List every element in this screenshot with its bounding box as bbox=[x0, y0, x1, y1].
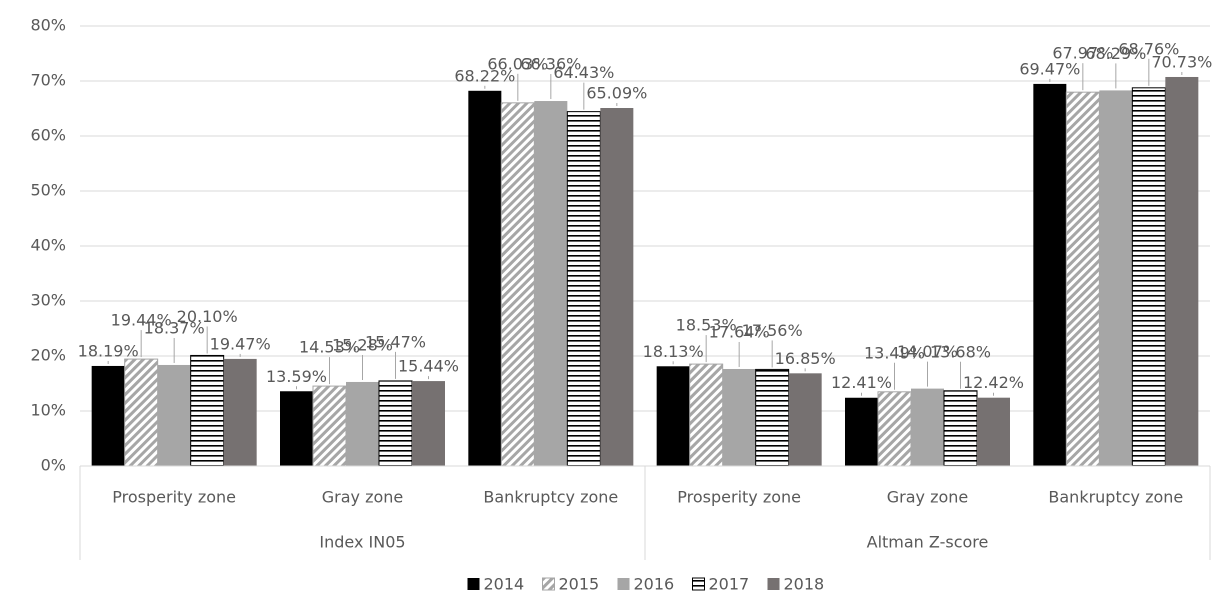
data-label: 64.43% bbox=[553, 63, 614, 82]
y-tick-label: 80% bbox=[30, 16, 66, 35]
group-label: Altman Z-score bbox=[867, 533, 989, 552]
bar bbox=[157, 364, 191, 466]
data-label: 65.09% bbox=[586, 84, 647, 103]
data-label: 20.10% bbox=[177, 307, 238, 326]
y-tick-label: 60% bbox=[30, 126, 66, 145]
bar bbox=[1099, 90, 1133, 466]
data-label: 70.73% bbox=[1151, 52, 1212, 71]
data-label: 18.37% bbox=[144, 318, 205, 337]
bar bbox=[600, 108, 634, 466]
data-label: 17.56% bbox=[742, 321, 803, 340]
data-label: 19.47% bbox=[210, 334, 271, 353]
data-label: 16.85% bbox=[775, 349, 836, 368]
bar bbox=[788, 373, 822, 466]
x-tick-label: Gray zone bbox=[322, 488, 404, 507]
data-label: 18.53% bbox=[676, 316, 737, 335]
bar bbox=[378, 380, 413, 467]
bar bbox=[534, 101, 568, 467]
data-label: 15.47% bbox=[365, 332, 426, 351]
bar bbox=[1165, 76, 1199, 467]
legend-swatch bbox=[692, 577, 705, 591]
x-tick-label: Prosperity zone bbox=[112, 488, 236, 507]
legend-label: 2018 bbox=[784, 575, 825, 594]
bar bbox=[877, 391, 912, 467]
bar bbox=[280, 391, 313, 466]
bar bbox=[412, 381, 445, 466]
legend-swatch bbox=[767, 578, 780, 590]
data-label: 14.53% bbox=[299, 338, 360, 357]
y-tick-label: 20% bbox=[30, 346, 66, 365]
data-label: 18.19% bbox=[78, 341, 139, 360]
y-tick-label: 30% bbox=[30, 291, 66, 310]
data-label: 17.64% bbox=[709, 322, 770, 341]
x-tick-label: Bankruptcy zone bbox=[1048, 488, 1183, 507]
data-label: 15.28% bbox=[332, 335, 393, 354]
data-label: 14.07% bbox=[897, 342, 958, 361]
legend-swatch bbox=[467, 578, 480, 590]
data-label: 68.29% bbox=[1085, 44, 1146, 63]
bar bbox=[500, 102, 535, 467]
data-label: 13.49% bbox=[864, 343, 925, 362]
data-label: 13.59% bbox=[266, 367, 327, 386]
data-label: 69.47% bbox=[1019, 59, 1080, 78]
data-label: 18.13% bbox=[643, 342, 704, 361]
data-label: 68.22% bbox=[454, 66, 515, 85]
y-tick-label: 50% bbox=[30, 181, 66, 200]
bar bbox=[190, 354, 225, 467]
group-label: Index IN05 bbox=[319, 533, 405, 552]
bar bbox=[755, 368, 790, 467]
y-tick-label: 40% bbox=[30, 236, 66, 255]
y-tick-label: 10% bbox=[30, 401, 66, 420]
bar bbox=[223, 358, 257, 466]
legend-swatch bbox=[542, 577, 555, 591]
data-label: 15.44% bbox=[398, 357, 459, 376]
bar bbox=[911, 388, 944, 466]
x-tick-label: Bankruptcy zone bbox=[483, 488, 618, 507]
bar bbox=[943, 390, 978, 467]
bar bbox=[1065, 91, 1100, 467]
legend-label: 2016 bbox=[634, 575, 675, 594]
data-label: 13.68% bbox=[930, 342, 991, 361]
bar bbox=[656, 366, 690, 466]
data-label: 66.03% bbox=[487, 54, 548, 73]
y-tick-label: 70% bbox=[30, 71, 66, 90]
y-tick-label: 0% bbox=[41, 456, 66, 475]
bar bbox=[346, 381, 379, 466]
bar bbox=[689, 363, 724, 467]
bar bbox=[1131, 87, 1166, 467]
data-label: 19.44% bbox=[111, 311, 172, 330]
legend-label: 2015 bbox=[559, 575, 600, 594]
bar bbox=[845, 397, 878, 466]
data-label: 66.36% bbox=[520, 55, 581, 74]
legend-label: 2017 bbox=[709, 575, 750, 594]
bar bbox=[566, 111, 601, 467]
bar bbox=[722, 368, 756, 466]
data-label: 12.41% bbox=[831, 373, 892, 392]
bar bbox=[312, 385, 347, 467]
x-tick-label: Prosperity zone bbox=[677, 488, 801, 507]
bar bbox=[1033, 83, 1067, 466]
data-label: 68.76% bbox=[1118, 39, 1179, 58]
legend-swatch bbox=[617, 578, 630, 590]
bar bbox=[91, 365, 125, 466]
legend-label: 2014 bbox=[484, 575, 525, 594]
data-label: 12.42% bbox=[963, 373, 1024, 392]
x-tick-label: Gray zone bbox=[887, 488, 969, 507]
bar bbox=[124, 358, 159, 467]
data-label: 67.97% bbox=[1052, 44, 1113, 63]
bar bbox=[468, 90, 502, 466]
bar bbox=[977, 397, 1010, 466]
